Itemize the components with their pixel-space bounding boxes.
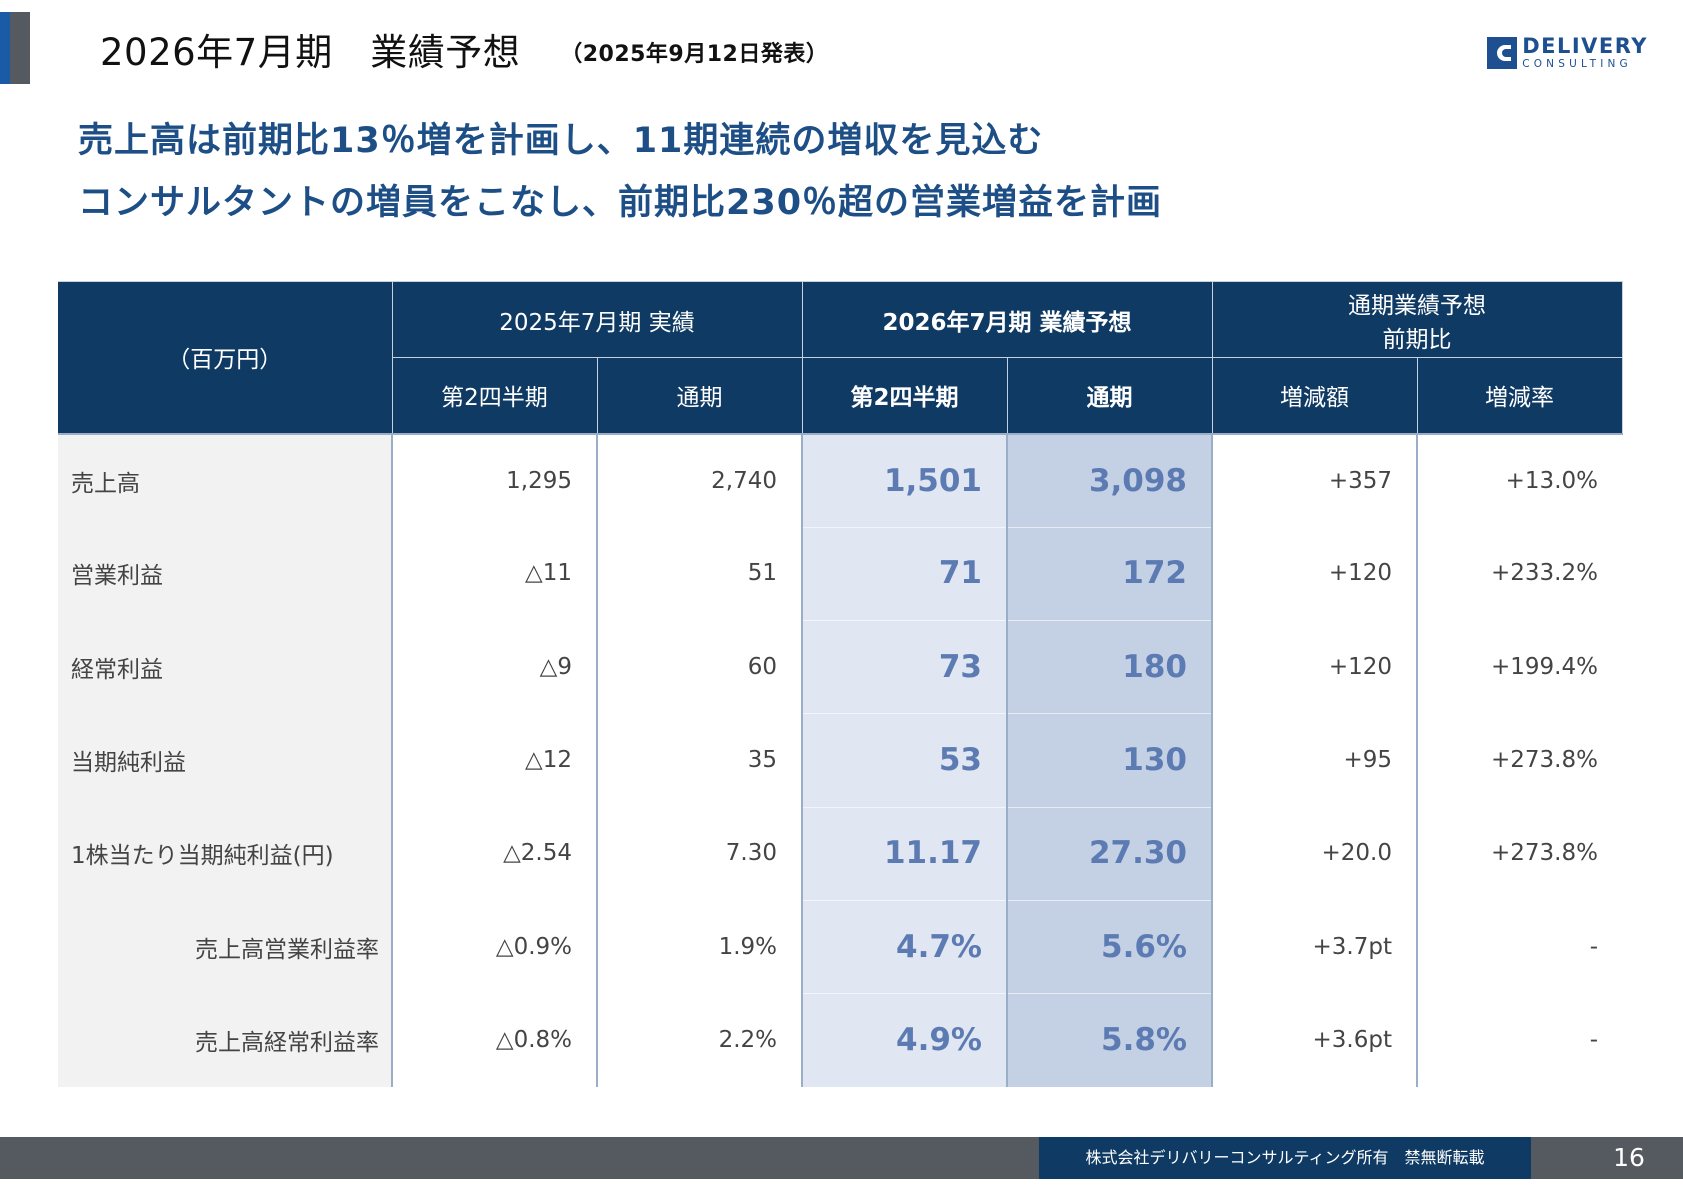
row-label: 営業利益 [58, 526, 393, 621]
cell-q2-actual: △11 [392, 526, 598, 621]
cell-q2-actual: △2.54 [392, 806, 598, 900]
table-row: 売上高営業利益率 △0.9% 1.9% 4.7% 5.6% +3.7pt - [58, 899, 1622, 994]
cell-q2-forecast: 73 [802, 620, 1008, 714]
col-header-q2-forecast: 第2四半期 [801, 357, 1008, 434]
cell-q2-actual: △12 [392, 713, 598, 807]
row-label: 売上高営業利益率 [58, 899, 393, 994]
cell-change-rate: - [1417, 899, 1622, 994]
cell-q2-forecast: 11.17 [802, 806, 1008, 900]
headline-line-1: 売上高は前期比13％増を計画し、11期連続の増収を見込む [78, 121, 1044, 161]
logo-text-consulting: CONSULTING [1522, 58, 1632, 70]
col-header-change-rate: 増減率 [1416, 357, 1623, 434]
cell-q2-actual: △9 [392, 620, 598, 714]
cell-change-rate: - [1417, 993, 1622, 1087]
col-header-change-amount: 増減額 [1211, 357, 1418, 434]
cell-fy-forecast: 130 [1007, 713, 1213, 807]
cell-change-amount: +357 [1212, 432, 1418, 527]
announcement-date: （2025年9月12日発表） [560, 42, 829, 67]
unit-header: （百万円） [58, 281, 393, 434]
cell-q2-forecast: 4.9% [802, 993, 1008, 1087]
actual-group-header: 2025年7月期 実績 [391, 281, 803, 358]
compare-header-line-2: 前期比 [1382, 326, 1452, 353]
cell-fy-forecast: 5.6% [1007, 899, 1213, 994]
headline: 売上高は前期比13％増を計画し、11期連続の増収を見込む コンサルタントの増員を… [78, 110, 1162, 234]
table-row: 当期純利益 △12 35 53 130 +95 +273.8% [58, 713, 1622, 807]
logo-mark-icon [1487, 36, 1518, 69]
forecast-table: （百万円） 2025年7月期 実績 2026年7月期 業績予想 通期業績予想 前… [58, 281, 1623, 1087]
cell-fy-actual: 35 [597, 713, 803, 807]
col-header-q2-actual: 第2四半期 [391, 357, 598, 434]
cell-change-amount: +95 [1212, 713, 1418, 807]
row-label: 売上高 [58, 432, 393, 527]
cell-fy-actual: 2,740 [597, 432, 803, 527]
cell-fy-actual: 1.9% [597, 899, 803, 994]
cell-fy-forecast: 180 [1007, 620, 1213, 714]
table-row: 売上高 1,295 2,740 1,501 3,098 +357 +13.0% [58, 432, 1622, 527]
page-number: 16 [1613, 1143, 1645, 1172]
row-label: 1株当たり当期純利益(円) [58, 806, 393, 900]
page-title: 2026年7月期 業績予想 （2025年9月12日発表） [100, 22, 828, 76]
forecast-group-header: 2026年7月期 業績予想 [801, 281, 1213, 358]
cell-change-rate: +233.2% [1417, 526, 1622, 621]
cell-q2-forecast: 71 [802, 526, 1008, 621]
row-label: 売上高経常利益率 [58, 993, 393, 1087]
table-row: 売上高経常利益率 △0.8% 2.2% 4.9% 5.8% +3.6pt - [58, 993, 1622, 1087]
cell-change-amount: +20.0 [1212, 806, 1418, 900]
footer-bar: 株式会社デリバリーコンサルティング所有 禁無断転載 16 [0, 1137, 1683, 1179]
col-header-fy-actual: 通期 [596, 357, 803, 434]
cell-fy-forecast: 5.8% [1007, 993, 1213, 1087]
row-label: 当期純利益 [58, 713, 393, 807]
cell-fy-forecast: 27.30 [1007, 806, 1213, 900]
cell-fy-actual: 60 [597, 620, 803, 714]
cell-fy-actual: 51 [597, 526, 803, 621]
cell-q2-forecast: 1,501 [802, 432, 1008, 527]
title-accent-bar [0, 12, 30, 84]
cell-fy-forecast: 172 [1007, 526, 1213, 621]
cell-fy-forecast: 3,098 [1007, 432, 1213, 527]
cell-q2-forecast: 4.7% [802, 899, 1008, 994]
table-row: 営業利益 △11 51 71 172 +120 +233.2% [58, 526, 1622, 621]
logo-text-delivery: DELIVERY [1522, 34, 1648, 58]
cell-change-rate: +273.8% [1417, 713, 1622, 807]
cell-change-rate: +13.0% [1417, 432, 1622, 527]
cell-q2-actual: △0.8% [392, 993, 598, 1087]
cell-change-amount: +120 [1212, 526, 1418, 621]
copyright-notice: 株式会社デリバリーコンサルティング所有 禁無断転載 [1039, 1137, 1531, 1179]
col-header-fy-forecast: 通期 [1006, 357, 1213, 434]
cell-q2-actual: 1,295 [392, 432, 598, 527]
cell-change-amount: +3.6pt [1212, 993, 1418, 1087]
table-row: 経常利益 △9 60 73 180 +120 +199.4% [58, 620, 1622, 714]
cell-q2-forecast: 53 [802, 713, 1008, 807]
table-row: 1株当たり当期純利益(円) △2.54 7.30 11.17 27.30 +20… [58, 806, 1622, 900]
headline-line-2: コンサルタントの増員をこなし、前期比230％超の営業増益を計画 [78, 183, 1163, 223]
compare-group-header: 通期業績予想 前期比 [1211, 281, 1623, 358]
compare-header-line-1: 通期業績予想 [1348, 292, 1486, 319]
company-logo: DELIVERY CONSULTING [1487, 36, 1648, 70]
cell-q2-actual: △0.9% [392, 899, 598, 994]
cell-change-amount: +3.7pt [1212, 899, 1418, 994]
row-label: 経常利益 [58, 620, 393, 714]
cell-change-amount: +120 [1212, 620, 1418, 714]
cell-fy-actual: 7.30 [597, 806, 803, 900]
cell-change-rate: +199.4% [1417, 620, 1622, 714]
cell-change-rate: +273.8% [1417, 806, 1622, 900]
page-title-text: 2026年7月期 業績予想 [100, 31, 521, 74]
cell-fy-actual: 2.2% [597, 993, 803, 1087]
